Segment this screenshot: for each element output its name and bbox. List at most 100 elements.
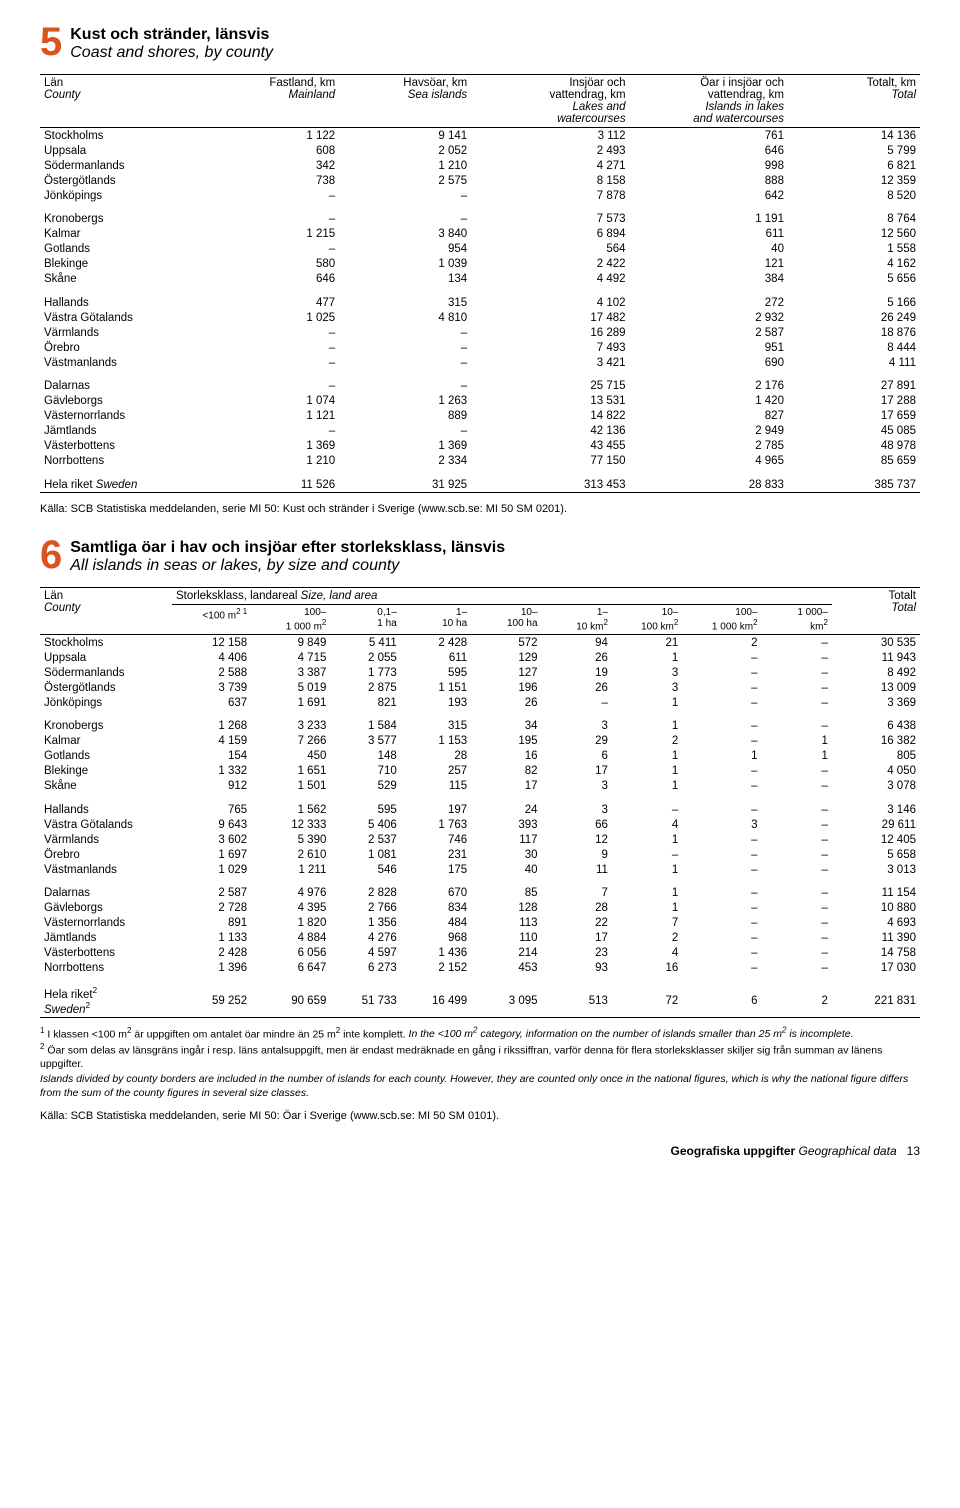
fn1ib: category, information on the number of i… [478,1028,782,1040]
data-cell: 110 [471,931,541,946]
data-cell: 121 [630,257,788,272]
data-cell: 9 849 [251,635,330,650]
data-cell: 2 052 [339,143,471,158]
data-cell: 805 [832,749,920,764]
data-cell: 11 943 [832,650,920,665]
data-cell: 29 611 [832,817,920,832]
county-name: Blekinge [40,764,172,779]
t5-h3b: vattendrag, km [550,89,626,101]
data-cell: – [682,862,761,877]
county-name: Kalmar [40,227,207,242]
data-cell: 117 [471,832,541,847]
data-cell: 3 013 [832,862,920,877]
data-cell: 646 [207,272,339,287]
t6-c7b: 100 km [641,621,674,632]
data-cell: 26 249 [788,310,920,325]
county-name: Norrbottens [40,454,207,469]
table-6-footnotes: 1 I klassen <100 m2 är uppgiften om anta… [40,1026,920,1100]
county-name: Hallands [40,287,207,311]
data-cell: 580 [207,257,339,272]
table-row: Kalmar1 2153 8406 89461112 560 [40,227,920,242]
data-cell: – [682,961,761,976]
t6-span-en: Size, land area [301,590,378,602]
table-row: Norrbottens1 2102 33477 1504 96585 659 [40,454,920,469]
county-name: Örebro [40,847,172,862]
footer-sv: Geografiska uppgifter [671,1144,796,1158]
data-cell: 821 [330,695,400,710]
data-cell: 1 820 [251,916,330,931]
data-cell: 19 [542,665,612,680]
t5-h2a: Havsöar, km [403,77,467,89]
county-name: Värmlands [40,325,207,340]
data-cell: 642 [630,188,788,203]
table-row: Dalarnas––25 7152 17627 891 [40,370,920,394]
data-cell: 16 [612,961,682,976]
data-cell: 968 [401,931,471,946]
data-cell: 127 [471,665,541,680]
t5-h-county: County [44,89,80,101]
data-cell: 313 453 [471,469,629,493]
county-name: Blekinge [40,257,207,272]
data-cell: – [339,370,471,394]
data-cell: 4 050 [832,764,920,779]
county-name: Västernorrlands [40,409,207,424]
data-cell: 4 162 [788,257,920,272]
data-cell: 1 210 [339,158,471,173]
data-cell: 608 [207,143,339,158]
t5-h4b: vattendrag, km [708,89,784,101]
data-cell: 4 102 [471,287,629,311]
data-cell: 8 158 [471,173,629,188]
data-cell: 82 [471,764,541,779]
section-5-header: 5 Kust och stränder, länsvis Coast and s… [40,24,920,62]
table-row: Södermanlands3421 2104 2719986 821 [40,158,920,173]
t6-c3b: 1 ha [377,618,396,629]
data-cell: 113 [471,916,541,931]
data-cell: 2 766 [330,901,400,916]
data-cell: 13 531 [471,394,629,409]
county-name: Kalmar [40,734,172,749]
t6-c2a: 100– [304,607,326,618]
data-cell: – [682,832,761,847]
data-cell: 1 039 [339,257,471,272]
data-cell: 450 [251,749,330,764]
data-cell: 9 643 [172,817,251,832]
data-cell: 1 584 [330,710,400,734]
data-cell: 3 078 [832,779,920,794]
data-cell: 646 [630,143,788,158]
data-cell: 193 [401,695,471,710]
t6-c4a: 1– [456,607,467,618]
data-cell: 3 577 [330,734,400,749]
data-cell: 30 [471,847,541,862]
data-cell: 6 056 [251,946,330,961]
data-cell: 8 444 [788,340,920,355]
county-name: Gotlands [40,749,172,764]
t5-h3a: Insjöar och [569,77,625,89]
data-cell: – [762,794,832,818]
data-cell: 12 359 [788,173,920,188]
table-row: Kronobergs1 2683 2331 5843153431––6 438 [40,710,920,734]
data-cell: 611 [401,650,471,665]
data-cell: 93 [542,961,612,976]
data-cell: 529 [330,779,400,794]
data-cell: 17 482 [471,310,629,325]
data-cell: – [682,650,761,665]
data-cell: 195 [471,734,541,749]
data-cell: 2 493 [471,143,629,158]
data-cell: 8 492 [832,665,920,680]
data-cell: 1 [612,749,682,764]
county-name: Kronobergs [40,203,207,227]
data-cell: 1 263 [339,394,471,409]
table-row: Jönköpings6371 69182119326–1––3 369 [40,695,920,710]
data-cell: 5 406 [330,817,400,832]
data-cell: 1 [682,749,761,764]
data-cell: 1 [612,779,682,794]
data-cell: – [762,650,832,665]
t5-h5b: Total [891,89,916,101]
data-cell: 11 [542,862,612,877]
data-cell: 1 133 [172,931,251,946]
data-cell: – [682,734,761,749]
data-cell: 175 [401,862,471,877]
data-cell: – [207,370,339,394]
total-label: Hela riket2Sweden2 [40,976,172,1018]
county-name: Kronobergs [40,710,172,734]
